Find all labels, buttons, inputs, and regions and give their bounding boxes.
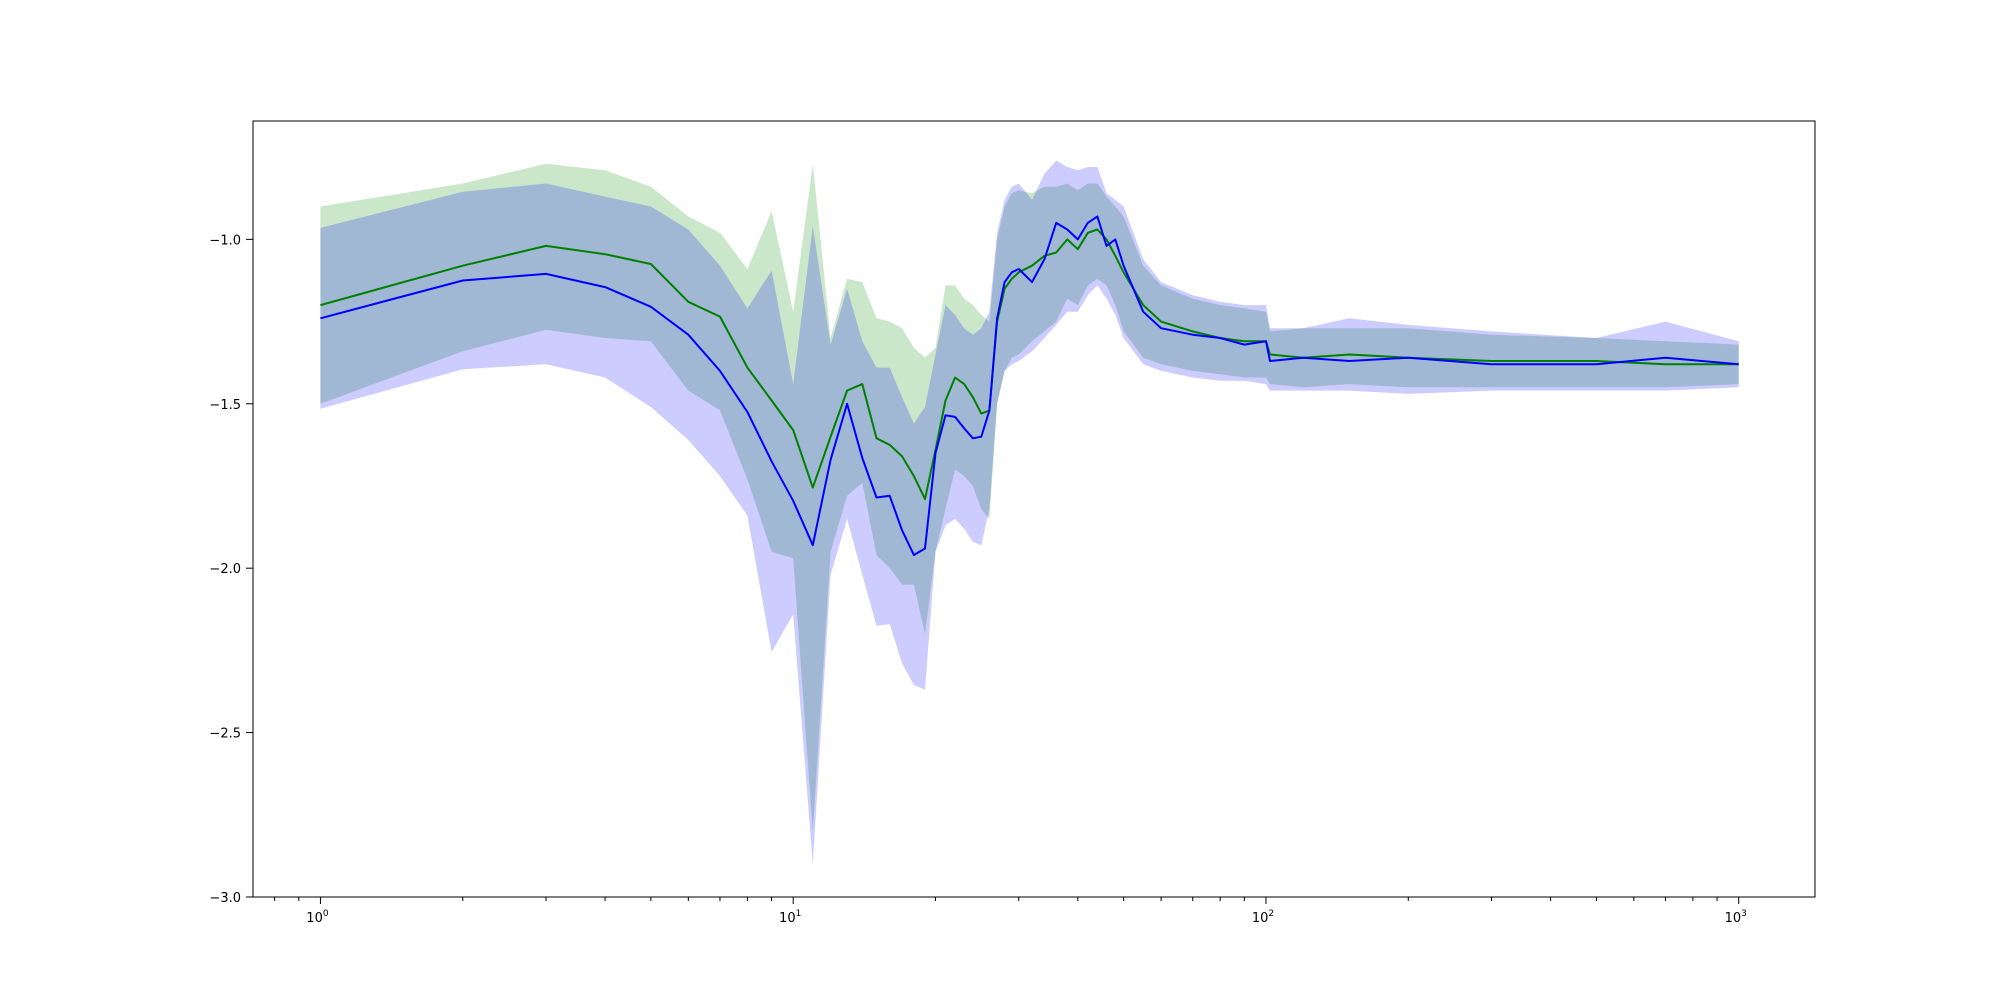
y-tick-label: −1.0 [209, 233, 241, 248]
x-tick-label: 100 [306, 909, 329, 926]
series-1-band [320, 160, 1739, 865]
plot-area [320, 160, 1739, 865]
y-tick-label: −2.0 [209, 562, 241, 577]
y-axis: −1.0 −1.5 −2.0 −2.5 −3.0 [209, 233, 253, 906]
y-tick-label: −3.0 [209, 891, 241, 906]
axes-frame [252, 120, 1816, 898]
x-axis: 100 101 102 103 [274, 897, 1747, 926]
series-0-line [320, 228, 1739, 501]
y-tick-label: −2.5 [209, 727, 241, 742]
y-tick-label: −1.5 [209, 398, 241, 413]
x-tick-label: 103 [1725, 909, 1747, 926]
series-group [320, 160, 1739, 865]
x-tick-label: 102 [1252, 909, 1274, 926]
x-tick-label: 101 [779, 909, 801, 926]
series-1-line [320, 215, 1739, 556]
series-0-band [320, 163, 1739, 832]
